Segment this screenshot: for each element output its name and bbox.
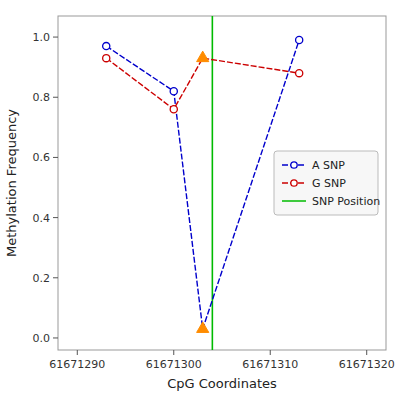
y-tick <box>53 97 58 98</box>
axes: 61671290 61671300 61671310 61671320 0.0 0.2 0.… <box>33 31 395 371</box>
point <box>170 106 177 113</box>
y-tick <box>53 37 58 38</box>
y-axis-label: Methylation Frequency <box>4 109 19 257</box>
y-tick-label: 0.8 <box>33 91 51 104</box>
y-tick-label: 0.2 <box>33 272 51 285</box>
chart: 61671290 61671300 61671310 61671320 0.0 0.2 0.… <box>0 0 400 400</box>
x-tick <box>270 350 271 355</box>
y-tick <box>53 337 58 338</box>
x-axis-label: CpG Coordinates <box>167 376 277 391</box>
y-tick-label: 0.6 <box>33 151 51 164</box>
x-tick-label: 61671320 <box>339 358 395 371</box>
y-tick <box>53 217 58 218</box>
point <box>296 36 303 43</box>
series-line <box>106 40 299 329</box>
y-tick <box>53 277 58 278</box>
legend-marker <box>291 180 297 186</box>
legend-label: A SNP <box>312 159 345 172</box>
y-tick-label: 0.4 <box>33 212 51 225</box>
x-tick-label: 61671300 <box>146 358 202 371</box>
series-line <box>106 58 299 109</box>
plot-area <box>103 16 303 350</box>
point <box>103 55 110 62</box>
legend-marker <box>291 162 297 168</box>
x-tick-label: 61671310 <box>242 358 298 371</box>
snp-line <box>212 16 214 350</box>
point <box>296 70 303 77</box>
snp-marker <box>197 51 209 62</box>
x-tick <box>77 350 78 355</box>
legend-label: G SNP <box>312 177 346 190</box>
point <box>170 88 177 95</box>
legend: A SNP G SNP SNP Position <box>274 151 380 215</box>
x-tick <box>173 350 174 355</box>
snp-marker <box>197 322 209 333</box>
point <box>103 42 110 49</box>
plot-frame <box>58 16 386 350</box>
legend-label: SNP Position <box>312 195 380 208</box>
y-tick-label: 0.0 <box>33 332 51 345</box>
x-tick <box>366 350 367 355</box>
x-tick-label: 61671290 <box>49 358 105 371</box>
y-tick <box>53 157 58 158</box>
legend-swatch <box>282 200 306 202</box>
y-tick-label: 1.0 <box>33 31 51 44</box>
